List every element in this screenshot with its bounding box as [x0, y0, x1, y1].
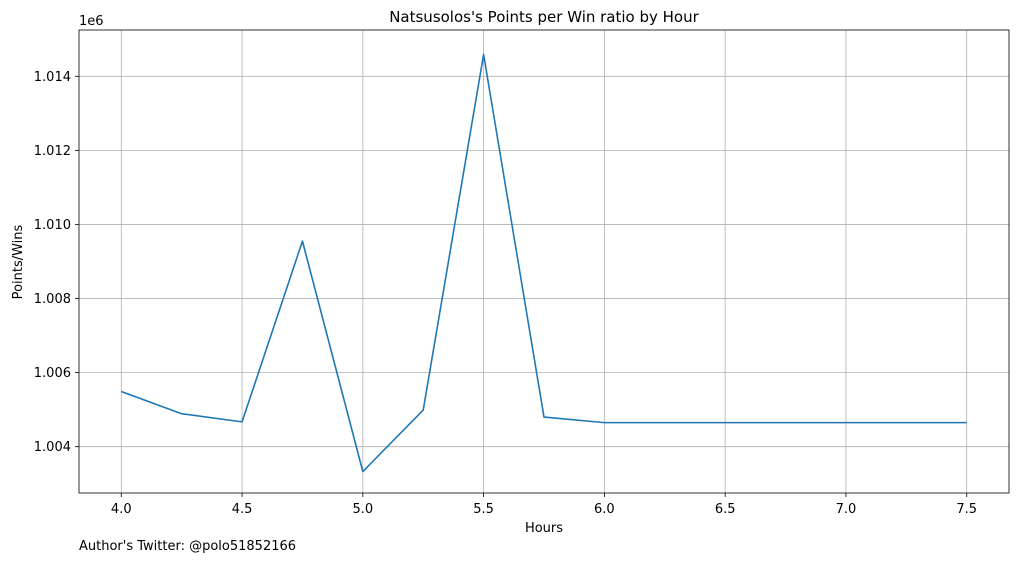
- x-tick-label: 7.5: [956, 502, 977, 517]
- x-tick-label: 4.5: [232, 502, 253, 517]
- y-axis-label: Points/Wins: [11, 224, 26, 299]
- x-tick-label: 6.0: [594, 502, 615, 517]
- series-line: [120, 53, 967, 473]
- y-tick-label: 1.004: [34, 440, 71, 455]
- ticks: 4.0 4.5 5.0 5.5 6.0 6.5 7.0 7.5 1.004 1.006 1.008 1…: [34, 70, 977, 517]
- grid: [79, 30, 1009, 493]
- x-axis-label: Hours: [525, 521, 563, 536]
- x-tick-label: 5.0: [352, 502, 373, 517]
- y-tick-label: 1.014: [34, 70, 71, 85]
- y-tick-label: 1.010: [34, 218, 71, 233]
- y-tick-label: 1.012: [34, 144, 71, 159]
- x-tick-label: 5.5: [473, 502, 494, 517]
- y-tick-label: 1.006: [34, 366, 71, 381]
- x-tick-label: 4.0: [111, 502, 132, 517]
- x-tick-label: 7.0: [836, 502, 857, 517]
- author-credit: Author's Twitter: @polo51852166: [79, 539, 296, 554]
- plot-frame: [78, 29, 1010, 494]
- x-tick-label: 6.5: [715, 502, 736, 517]
- y-tick-label: 1.008: [34, 292, 71, 307]
- chart-title: Natsusolos's Points per Win ratio by Hou…: [389, 8, 699, 26]
- series-group: [120, 53, 967, 473]
- axes-frame: [78, 29, 1010, 494]
- y-offset-label: 1e6: [79, 14, 104, 29]
